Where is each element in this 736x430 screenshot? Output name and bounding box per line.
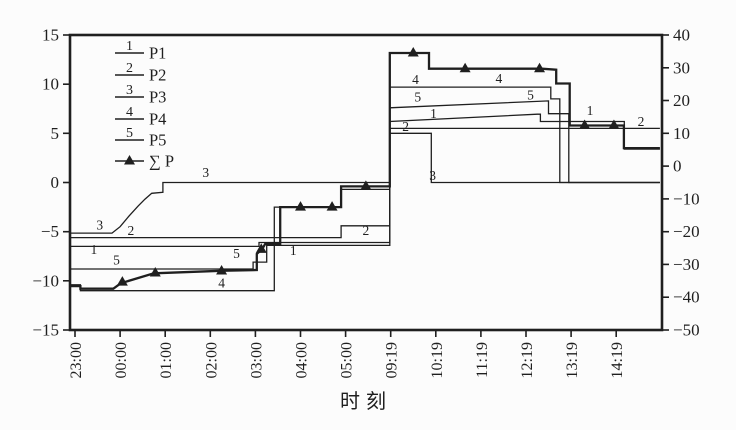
- right-tick-label: −10: [673, 189, 700, 208]
- series-number-label: 3: [429, 168, 436, 183]
- x-tick-label: 23:00: [68, 342, 85, 378]
- legend-line-number: 3: [126, 83, 133, 98]
- x-axis: 23:00 00:00 01:00 02:00 03:00 04:00 05:00 09:19…: [68, 330, 626, 378]
- series-number-label: 4: [412, 72, 419, 87]
- x-tick-label: 10:19: [429, 342, 446, 378]
- legend: 1 P1 2 P2 3 P3 4 P4 5 P5 ∑ P: [115, 39, 174, 171]
- sum-triangle-marker: [216, 264, 228, 275]
- series-number-label: 4: [496, 71, 503, 86]
- series-number-label: 1: [91, 242, 98, 257]
- sum-triangle-marker: [295, 201, 306, 211]
- legend-label: P5: [149, 131, 166, 150]
- series-number-label: 4: [218, 275, 225, 290]
- series-number-label: 1: [587, 103, 594, 118]
- legend-label: P2: [149, 66, 166, 85]
- legend-line-number: 4: [126, 105, 133, 120]
- series-number-label: 1: [430, 106, 437, 121]
- x-tick-label: 04:00: [294, 342, 311, 378]
- series-number-label: 2: [402, 119, 409, 134]
- right-tick-label: −40: [673, 288, 700, 307]
- sum-triangle-marker: [534, 62, 546, 73]
- series-number-label: 5: [233, 246, 240, 261]
- sum-triangle-marker: [459, 62, 471, 73]
- left-tick-label: −15: [32, 321, 59, 340]
- left-tick-label: −5: [41, 222, 59, 241]
- left-axis: 15 10 5 0 −5 −10 −15: [32, 26, 70, 340]
- series-number-label: 3: [96, 217, 103, 232]
- sum-triangle-marker: [608, 119, 620, 129]
- legend-label: P1: [149, 44, 166, 63]
- x-tick-label: 02:00: [203, 342, 220, 378]
- sum-triangle-marker: [407, 47, 419, 57]
- x-tick-label: 09:19: [384, 342, 401, 378]
- x-tick-label: 12:19: [519, 342, 536, 378]
- right-tick-label: 10: [673, 124, 690, 143]
- legend-line-number: 2: [126, 61, 133, 76]
- series-number-label: 2: [128, 223, 135, 238]
- x-tick-label: 14:19: [609, 342, 626, 378]
- right-tick-label: 0: [673, 157, 682, 176]
- x-tick-label: 05:00: [339, 342, 356, 378]
- left-tick-label: −10: [32, 271, 59, 290]
- x-tick-label: 03:00: [248, 342, 265, 378]
- series-number-label: 1: [290, 243, 297, 258]
- legend-label: ∑ P: [149, 152, 174, 171]
- legend-line-number: 5: [126, 126, 133, 141]
- legend-label: P3: [149, 88, 166, 107]
- series-number-label: 5: [527, 88, 534, 103]
- x-axis-title: 时刻: [340, 391, 392, 413]
- legend-line-number: 1: [126, 39, 133, 54]
- right-tick-label: −50: [673, 321, 700, 340]
- left-tick-label: 10: [42, 75, 59, 94]
- right-tick-label: −20: [673, 222, 700, 241]
- series-number-label: 5: [414, 90, 421, 105]
- series-number-label: 2: [638, 114, 645, 129]
- sum-triangle-marker: [360, 180, 372, 190]
- sum-triangle-marker: [116, 276, 128, 286]
- right-tick-label: −30: [673, 255, 700, 274]
- x-tick-label: 00:00: [113, 342, 130, 378]
- series-number-label: 2: [363, 223, 370, 238]
- sum-triangle-marker: [579, 119, 591, 129]
- series-number-label: 5: [113, 253, 120, 268]
- series-P2: [70, 127, 660, 239]
- x-tick-label: 11:19: [474, 342, 491, 378]
- legend-label: P4: [149, 110, 166, 129]
- x-tick-label: 13:19: [564, 342, 581, 378]
- right-tick-label: 40: [673, 26, 690, 45]
- sum-triangle-marker: [326, 201, 338, 211]
- legend-triangle-icon: [124, 155, 135, 165]
- left-tick-label: 5: [51, 124, 60, 143]
- series-P3: [70, 132, 660, 234]
- sum-triangle-marker: [255, 243, 267, 253]
- left-tick-label: 15: [42, 26, 59, 45]
- sum-triangle-marker: [149, 266, 161, 277]
- right-axis: 40 30 20 10 0 −10 −20 −30 −40 −50: [662, 26, 700, 340]
- left-tick-label: 0: [51, 173, 60, 192]
- series-number-label: 3: [202, 165, 209, 180]
- right-tick-label: 30: [673, 58, 690, 77]
- x-tick-label: 01:00: [158, 342, 175, 378]
- right-tick-label: 20: [673, 91, 690, 110]
